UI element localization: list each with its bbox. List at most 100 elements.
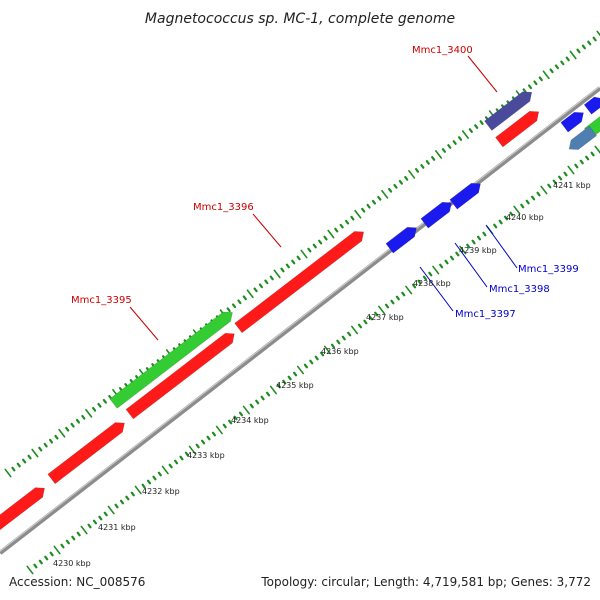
leader-mmc1-3399 <box>485 224 518 269</box>
upper-tick-14 <box>81 414 86 420</box>
lower-tick-63 <box>368 315 373 321</box>
lower-tick-38 <box>233 415 238 421</box>
upper-tick-107 <box>581 44 586 50</box>
lower-tick-104 <box>590 151 595 157</box>
gene-label-mmc1-3395: Mmc1_3395 <box>71 295 132 306</box>
upper-tick-15 <box>85 408 93 418</box>
accession-text: Accession: NC_008576 <box>9 575 145 589</box>
gene-blue-5 <box>583 96 600 115</box>
lower-tick-48 <box>287 375 292 381</box>
kbp-label-4235: 4235 kbp <box>276 381 314 390</box>
lower-tick-34 <box>211 431 216 437</box>
genome-summary-text: Topology: circular; Length: 4,719,581 bp… <box>260 575 591 589</box>
lower-tick-7 <box>65 539 70 545</box>
label-leader-lines <box>129 55 518 341</box>
lower-tick-32 <box>201 439 206 445</box>
lower-tick-30 <box>188 445 196 455</box>
leader-mmc1-3396 <box>252 213 282 248</box>
upper-tick-5 <box>31 448 39 458</box>
upper-tick-50 <box>273 269 281 279</box>
lower-tick-21 <box>141 483 146 489</box>
upper-tick-41 <box>226 307 231 313</box>
upper-tick-18 <box>102 398 107 404</box>
lower-tick-55 <box>323 345 332 355</box>
lower-tick-56 <box>330 343 336 349</box>
lower-tick-11 <box>87 523 92 529</box>
lower-tick-91 <box>520 203 525 209</box>
lower-tick-75 <box>432 265 440 275</box>
lower-tick-101 <box>574 163 579 169</box>
lower-tick-73 <box>422 275 427 281</box>
upper-tick-68 <box>371 199 377 205</box>
upper-tick-6 <box>38 446 43 452</box>
lower-tick-72 <box>417 279 422 285</box>
lower-tick-58 <box>341 335 346 341</box>
upper-tick-66 <box>361 207 366 213</box>
lower-tick-62 <box>363 319 368 325</box>
upper-tick-11 <box>65 426 70 432</box>
lower-tick-70 <box>405 285 413 295</box>
gene-slate-1 <box>484 91 533 131</box>
upper-tick-3 <box>22 458 27 464</box>
upper-tick-57 <box>312 243 317 249</box>
upper-tick-81 <box>441 148 447 153</box>
upper-tick-55 <box>300 249 308 259</box>
lower-tick-81 <box>466 243 471 249</box>
upper-tick-63 <box>344 219 350 225</box>
lower-tick-76 <box>439 263 444 269</box>
upper-tick-85 <box>461 130 469 139</box>
upper-tick-69 <box>377 195 382 201</box>
gene-blue-4 <box>560 111 584 133</box>
lower-tick-35 <box>215 425 223 435</box>
upper-tick-105 <box>569 50 577 60</box>
lower-tick-45 <box>269 385 277 395</box>
upper-tick-9 <box>54 434 59 440</box>
upper-tick-45 <box>246 289 254 299</box>
lower-tick-100 <box>567 165 575 175</box>
backbone-highlight <box>0 86 600 552</box>
lower-tick-53 <box>314 355 319 361</box>
lower-tick-67 <box>390 299 395 305</box>
lower-tick-0 <box>26 565 34 575</box>
lower-tick-84 <box>482 231 487 237</box>
gene-red-1 <box>0 487 45 531</box>
lower-tick-15 <box>107 505 115 515</box>
lower-tick-69 <box>401 291 406 297</box>
lower-tick-86 <box>493 223 498 229</box>
upper-tick-75 <box>408 169 416 179</box>
lower-tick-103 <box>585 155 590 161</box>
lower-tick-66 <box>384 303 390 309</box>
lower-tick-89 <box>509 211 514 217</box>
kbp-label-4230: 4230 kbp <box>53 559 91 568</box>
lower-tick-46 <box>276 383 281 389</box>
gene-red-2 <box>47 422 125 485</box>
kbp-label-4240: 4240 kbp <box>506 213 544 222</box>
lower-tick-61 <box>357 323 363 329</box>
gene-label-mmc1-3398: Mmc1_3398 <box>489 284 550 295</box>
upper-tick-0 <box>4 468 12 478</box>
kbp-label-4233: 4233 kbp <box>187 451 225 460</box>
upper-tick-2 <box>16 462 21 468</box>
upper-tick-47 <box>258 283 264 289</box>
leader-mmc1-3400 <box>467 55 498 93</box>
lower-tick-43 <box>260 395 265 401</box>
lower-tick-94 <box>536 191 541 197</box>
gene-label-mmc1-3397: Mmc1_3397 <box>455 309 516 320</box>
upper-tick-43 <box>237 299 242 305</box>
lower-tick-2 <box>38 559 43 565</box>
lower-tick-83 <box>476 235 482 241</box>
kbp-label-4236: 4236 kbp <box>321 347 359 356</box>
upper-tick-44 <box>242 295 247 301</box>
upper-tick-99 <box>538 76 543 82</box>
upper-tick-58 <box>318 239 323 245</box>
lower-tick-5 <box>53 545 61 555</box>
gene-blue-1 <box>385 226 417 254</box>
lower-tick-97 <box>552 179 557 185</box>
lower-tick-64 <box>374 311 379 317</box>
lower-tick-51 <box>303 363 308 369</box>
upper-tick-60 <box>327 229 335 239</box>
upper-tick-96 <box>522 88 527 94</box>
gene-steel-1 <box>568 125 598 150</box>
gene-labels: Mmc1_3395 Mmc1_3396 Mmc1_3400 Mmc1_3397 … <box>71 45 579 320</box>
lower-tick-92 <box>525 199 530 205</box>
